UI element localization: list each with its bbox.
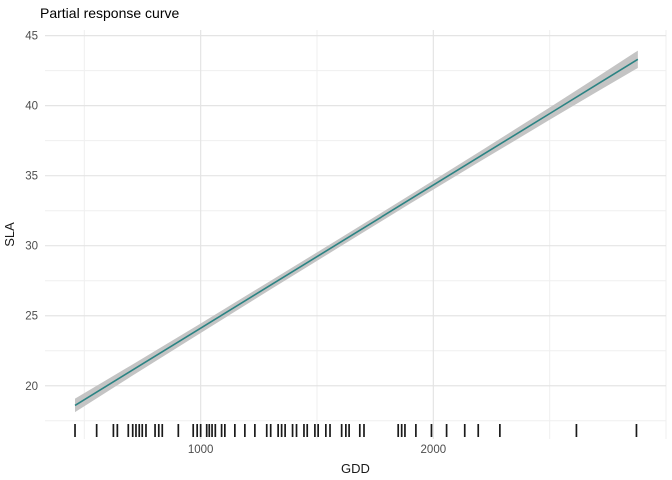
y-axis-labels: 20 25 30 35 40 45	[25, 31, 38, 393]
y-tick-label: 30	[25, 241, 38, 253]
x-axis-title: GDD	[341, 461, 370, 476]
y-tick-label: 45	[25, 31, 38, 43]
y-tick-label: 25	[25, 311, 38, 323]
x-axis-labels: 1000 2000	[188, 444, 446, 456]
y-tick-label: 20	[25, 381, 38, 393]
y-tick-label: 35	[25, 171, 38, 183]
fitted-line	[74, 58, 639, 407]
y-axis-title: SLA	[2, 222, 17, 247]
chart-title: Partial response curve	[40, 5, 180, 21]
confidence-band	[75, 50, 638, 413]
grid-minor	[45, 30, 667, 439]
grid-major	[45, 30, 666, 439]
y-tick-label: 40	[25, 101, 38, 113]
rug-marks	[74, 424, 638, 437]
x-tick-label: 2000	[421, 444, 447, 456]
x-tick-label: 1000	[188, 444, 214, 456]
